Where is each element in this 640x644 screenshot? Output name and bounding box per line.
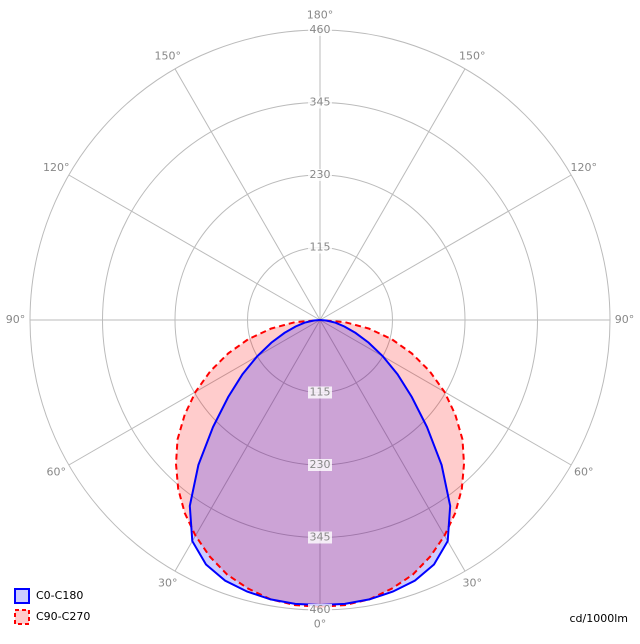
grid-spoke [174, 319, 321, 572]
grid-spoke [319, 319, 466, 572]
series-area [320, 320, 464, 607]
legend-swatch [14, 588, 30, 604]
angle-label: 180° [307, 9, 334, 22]
r-tick-label: 460 [310, 603, 331, 616]
series-line [174, 319, 321, 608]
legend-label: C90-C270 [36, 610, 90, 623]
angle-label: 150° [459, 49, 486, 62]
r-tick-label: 230 [310, 168, 331, 181]
series-line [319, 319, 452, 606]
series-area [320, 320, 451, 605]
label-bg [308, 241, 332, 254]
r-tick-label: 230 [310, 458, 331, 471]
series-area [176, 320, 320, 607]
angle-label: 90° [615, 313, 635, 326]
unit-label: cd/1000lm [569, 612, 628, 625]
angle-label: 60° [47, 465, 67, 478]
series-area [189, 320, 320, 605]
label-bg [308, 24, 332, 36]
grid-spoke [319, 68, 466, 321]
angle-label: 30° [158, 577, 178, 590]
r-tick-label: 345 [310, 531, 331, 544]
series-line [188, 319, 321, 606]
label-bg [308, 459, 332, 471]
label-bg [308, 96, 332, 109]
label-bg [308, 531, 332, 544]
label-bg [308, 386, 332, 399]
r-tick-label: 345 [310, 96, 331, 109]
r-tick-label: 460 [310, 23, 331, 36]
r-tick-label: 115 [310, 241, 331, 254]
grid-spoke [68, 174, 321, 321]
angle-label: 0° [314, 618, 327, 631]
label-bg [308, 169, 332, 181]
angle-label: 60° [574, 465, 594, 478]
grid-spoke [319, 174, 572, 321]
label-bg [308, 604, 332, 616]
angle-label: 30° [463, 577, 483, 590]
angle-label: 120° [43, 161, 70, 174]
angle-label: 90° [6, 313, 26, 326]
r-tick-label: 115 [310, 386, 331, 399]
legend-label: C0-C180 [36, 589, 83, 602]
angle-label: 150° [155, 49, 182, 62]
legend-swatch [14, 609, 30, 625]
grid-spoke [174, 68, 321, 321]
series-line [319, 319, 466, 608]
angle-label: 120° [570, 161, 597, 174]
